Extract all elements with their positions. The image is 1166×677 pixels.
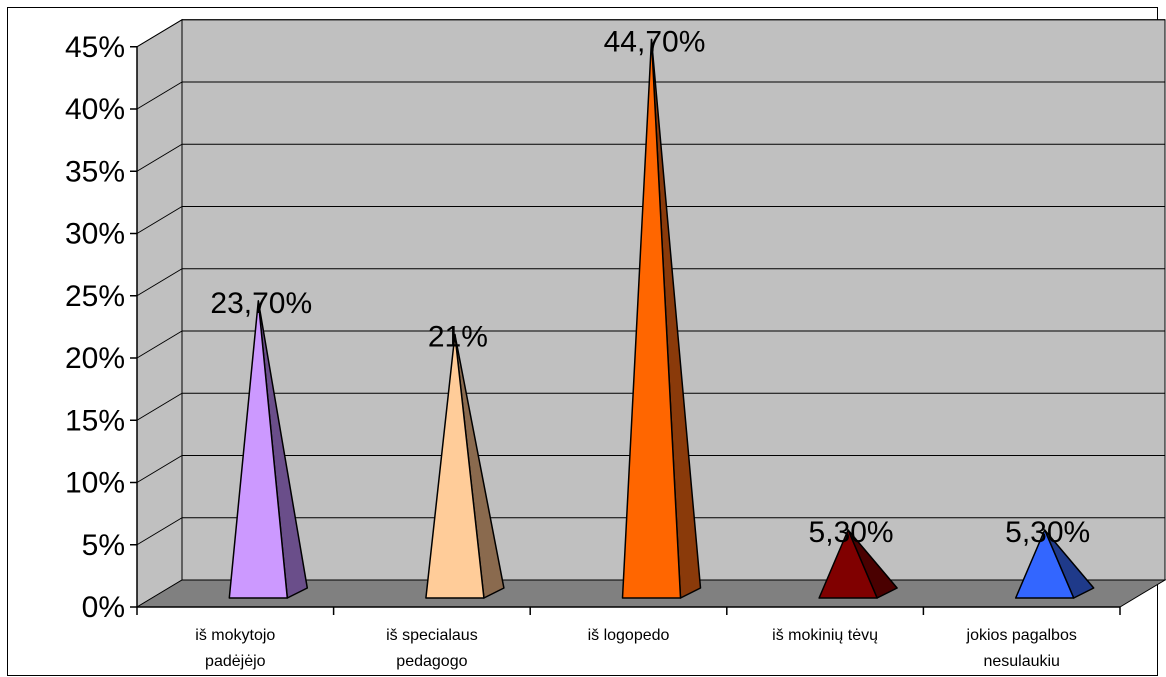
y-tick-label: 15% xyxy=(65,404,125,437)
category-label: iš mokinių tėvų xyxy=(772,627,878,644)
pyramid-bar xyxy=(228,300,309,599)
data-label: 44,70% xyxy=(604,25,706,58)
data-label: 23,70% xyxy=(210,287,312,320)
data-label: 21% xyxy=(428,321,488,354)
y-tick-label: 40% xyxy=(65,93,125,126)
gridline-side xyxy=(136,81,183,110)
axes xyxy=(130,46,1121,615)
pyramid-front-face xyxy=(228,300,289,599)
gridline-side xyxy=(136,455,183,483)
y-tick-label: 35% xyxy=(65,155,125,188)
gridline-side xyxy=(136,268,183,297)
gridline-side xyxy=(136,330,183,359)
y-tick-label: 20% xyxy=(65,342,125,375)
pyramid-bar xyxy=(425,333,505,599)
y-tick-label: 30% xyxy=(65,218,125,251)
y-tick-label: 0% xyxy=(82,591,125,624)
gridline-side xyxy=(136,19,183,48)
gridline-side xyxy=(136,143,183,172)
category-label: nesulaukiu xyxy=(983,653,1060,670)
bars xyxy=(228,38,1095,599)
gridline-side xyxy=(136,206,183,234)
gridline-side xyxy=(136,517,183,546)
data-label: 5,30% xyxy=(1005,516,1090,549)
y-tick-label: 45% xyxy=(65,31,125,64)
side-wall xyxy=(136,18,183,608)
category-label: iš specialaus xyxy=(386,627,478,644)
category-label: padėjėjo xyxy=(205,653,266,670)
pyramid-front-face xyxy=(818,529,878,599)
gridline-side xyxy=(136,392,183,421)
category-label: pedagogo xyxy=(396,653,467,670)
category-label: jokios pagalbos xyxy=(966,627,1077,644)
y-tick-label: 10% xyxy=(65,467,125,500)
pyramid-bar xyxy=(621,38,702,599)
category-labels: iš mokytojo padėjėjo iš specialaus pedagogo… xyxy=(195,627,1077,670)
data-labels: 23,70% 21% 44,70% 5,30% 5,30% xyxy=(210,25,1090,549)
category-label: iš logopedo xyxy=(588,627,670,644)
pyramid-front-face xyxy=(1014,529,1075,599)
category-label: iš mokytojo xyxy=(195,627,275,644)
data-label: 5,30% xyxy=(809,516,894,549)
y-tick-label: 25% xyxy=(65,280,125,313)
pyramid-front-face xyxy=(425,333,485,599)
pyramid-bar xyxy=(1014,529,1095,599)
y-tick-label: 5% xyxy=(82,529,125,562)
pyramid-front-face xyxy=(621,38,682,599)
pyramid-bar xyxy=(818,529,898,599)
y-tick-labels: 0% 5% 10% 15% 20% 25% 30% 35% 40% 45% xyxy=(65,31,125,624)
